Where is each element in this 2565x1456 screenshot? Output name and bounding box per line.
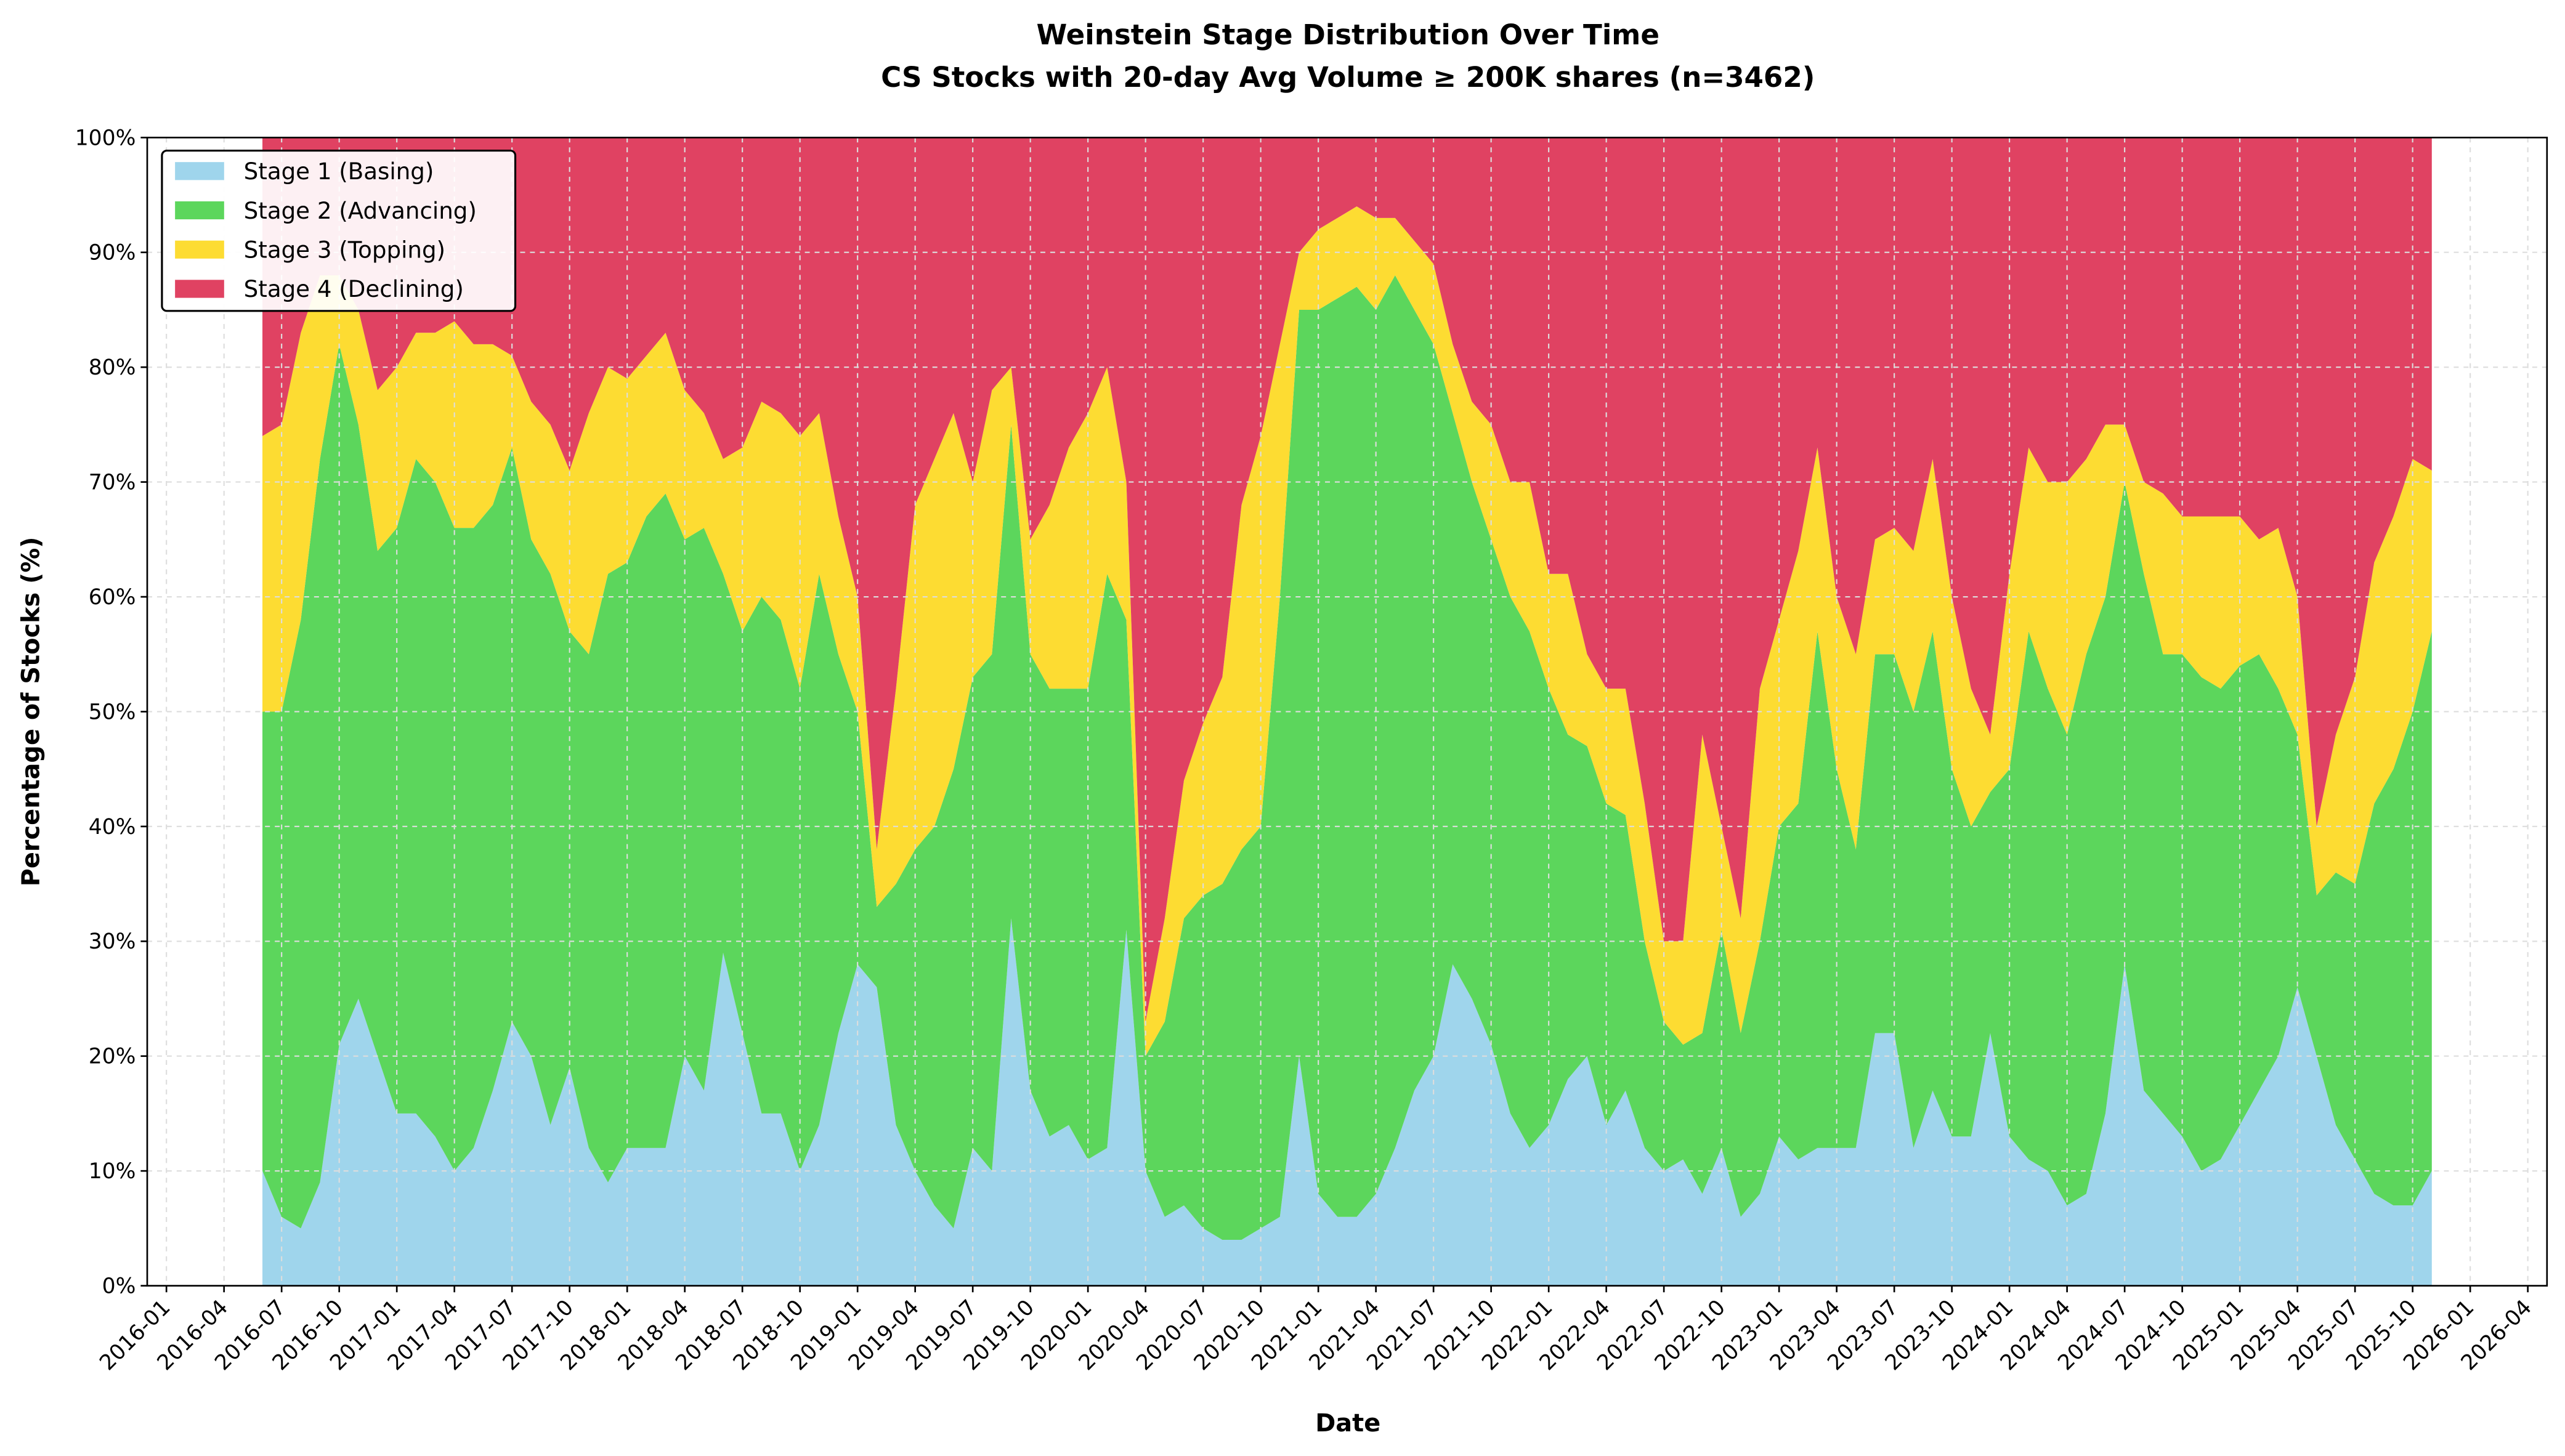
y-tick-label: 90% xyxy=(89,241,136,265)
y-axis-label: Percentage of Stocks (%) xyxy=(17,537,46,887)
legend-label: Stage 4 (Declining) xyxy=(244,275,464,302)
legend-label: Stage 2 (Advancing) xyxy=(244,197,477,224)
chart-subtitle: CS Stocks with 20-day Avg Volume ≥ 200K … xyxy=(881,61,1815,94)
y-tick-label: 100% xyxy=(75,126,136,150)
y-tick-label: 60% xyxy=(89,585,136,610)
y-tick-label: 70% xyxy=(89,471,136,495)
area xyxy=(262,275,2432,1240)
legend-label: Stage 3 (Topping) xyxy=(244,237,445,264)
y-tick-label: 80% xyxy=(89,355,136,380)
area xyxy=(262,918,2432,1286)
legend-box xyxy=(161,149,517,312)
area xyxy=(262,137,2432,1022)
chart-title: Weinstein Stage Distribution Over Time xyxy=(1037,18,1659,51)
y-tick-label: 40% xyxy=(89,815,136,839)
x-axis-label: Date xyxy=(1315,1409,1380,1438)
legend: Stage 1 (Basing) Stage 2 (Advancing) Stage… xyxy=(161,149,517,312)
y-tick-label: 10% xyxy=(89,1159,136,1184)
y-tick-label: 50% xyxy=(89,700,136,724)
plot-frame xyxy=(146,136,2548,1287)
y-tick-label: 30% xyxy=(89,929,136,954)
legend-label: Stage 1 (Basing) xyxy=(244,158,434,185)
y-tick-label: 20% xyxy=(89,1045,136,1069)
y-tick-label: 0% xyxy=(102,1274,136,1299)
legend-swatch xyxy=(175,162,224,180)
legend-swatch xyxy=(175,280,224,298)
legend-swatch xyxy=(175,240,224,259)
legend-swatch xyxy=(175,201,224,220)
